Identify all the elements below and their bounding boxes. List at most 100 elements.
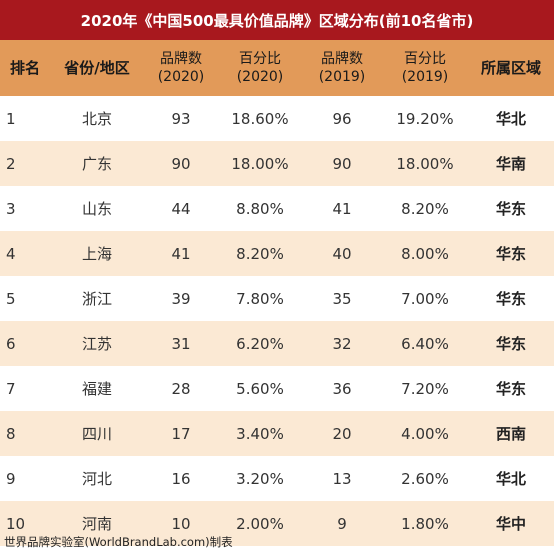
cell-percent-2019: 19.20%: [396, 109, 454, 128]
cell-rank: 1: [6, 109, 16, 128]
cell-province: 上海: [81, 245, 112, 263]
cell-percent-2020: 3.20%: [236, 469, 284, 488]
cell-percent-2020: 18.60%: [231, 109, 289, 128]
cell-province: 四川: [81, 425, 112, 443]
header-label: 品牌数: [321, 51, 363, 67]
cell-brands-2019: 36: [332, 379, 352, 398]
cell-province: 河北: [81, 470, 112, 488]
cell-region: 华北: [495, 110, 526, 128]
cell-percent-2020: 8.80%: [236, 199, 284, 218]
cell-rank: 2: [6, 154, 16, 173]
cell-percent-2020: 5.60%: [236, 379, 284, 398]
cell-province: 山东: [81, 200, 112, 218]
header-label: 百分比: [239, 51, 281, 67]
table-row: 5 浙江 39 7.80% 35 7.00% 华东: [0, 276, 554, 321]
cell-percent-2020: 18.00%: [231, 154, 289, 173]
cell-brands-2020: 39: [171, 289, 191, 308]
cell-brands-2020: 41: [171, 244, 191, 263]
header-brands-2019: 品牌数 (2019): [302, 40, 382, 96]
cell-rank: 6: [6, 334, 16, 353]
cell-region: 华东: [495, 200, 526, 218]
cell-brands-2020: 17: [171, 424, 191, 443]
cell-brands-2019: 90: [332, 154, 352, 173]
cell-percent-2020: 8.20%: [236, 244, 284, 263]
cell-region: 华东: [495, 380, 526, 398]
cell-rank: 10: [6, 514, 26, 533]
cell-rank: 3: [6, 199, 16, 218]
source-footer: 世界品牌实验室(WorldBrandLab.com)制表: [4, 535, 233, 549]
header-label: 省份/地区: [64, 59, 130, 77]
cell-province: 福建: [81, 380, 112, 398]
cell-brands-2019: 13: [332, 469, 352, 488]
cell-region: 华东: [495, 290, 526, 308]
cell-brands-2019: 40: [332, 244, 352, 263]
cell-rank: 8: [6, 424, 16, 443]
header-label: 所属区域: [480, 59, 541, 77]
cell-percent-2019: 7.00%: [401, 289, 449, 308]
table-row: 2 广东 90 18.00% 90 18.00% 华南: [0, 141, 554, 186]
cell-percent-2019: 1.80%: [401, 514, 449, 533]
cell-brands-2020: 16: [171, 469, 191, 488]
cell-region: 华东: [495, 335, 526, 353]
header-label: 排名: [9, 59, 40, 77]
cell-brands-2019: 35: [332, 289, 352, 308]
cell-percent-2020: 2.00%: [236, 514, 284, 533]
cell-brands-2019: 32: [332, 334, 352, 353]
table-row: 1 北京 93 18.60% 96 19.20% 华北: [0, 96, 554, 141]
table-title: 2020年《中国500最具价值品牌》区域分布(前10名省市): [0, 0, 554, 40]
header-year: (2019): [401, 69, 449, 85]
cell-brands-2019: 9: [337, 514, 347, 533]
cell-rank: 9: [6, 469, 16, 488]
cell-region: 华南: [495, 155, 526, 173]
cell-region: 西南: [495, 425, 526, 443]
cell-rank: 7: [6, 379, 16, 398]
table-row: 6 江苏 31 6.20% 32 6.40% 华东: [0, 321, 554, 366]
cell-percent-2020: 6.20%: [236, 334, 284, 353]
header-year: (2020): [157, 69, 205, 85]
header-label: 品牌数: [160, 51, 202, 67]
table-row: 8 四川 17 3.40% 20 4.00% 西南: [0, 411, 554, 456]
header-percent-2020: 百分比 (2020): [218, 40, 302, 96]
header-label: 百分比: [404, 51, 446, 67]
cell-province: 广东: [81, 155, 112, 173]
cell-percent-2019: 6.40%: [401, 334, 449, 353]
header-province: 省份/地区: [50, 40, 144, 96]
cell-rank: 5: [6, 289, 16, 308]
header-year: (2019): [318, 69, 366, 85]
cell-region: 华东: [495, 245, 526, 263]
cell-province: 河南: [81, 515, 112, 533]
cell-percent-2020: 7.80%: [236, 289, 284, 308]
cell-percent-2019: 7.20%: [401, 379, 449, 398]
header-year: (2020): [236, 69, 284, 85]
cell-percent-2019: 8.20%: [401, 199, 449, 218]
cell-brands-2020: 44: [171, 199, 191, 218]
cell-brands-2020: 28: [171, 379, 191, 398]
table-row: 10 河南 10 2.00% 9 1.80% 华中: [0, 501, 554, 546]
cell-province: 江苏: [81, 335, 112, 353]
header-rank: 排名: [0, 40, 50, 96]
table-header: 排名 省份/地区 品牌数 (2020) 百分比 (2020) 品牌数 (2019) 百分比 (20…: [0, 40, 554, 96]
cell-percent-2019: 2.60%: [401, 469, 449, 488]
cell-province: 北京: [81, 110, 112, 128]
cell-brands-2020: 90: [171, 154, 191, 173]
cell-percent-2020: 3.40%: [236, 424, 284, 443]
cell-percent-2019: 18.00%: [396, 154, 454, 173]
cell-brands-2020: 10: [171, 514, 191, 533]
cell-brands-2020: 93: [171, 109, 191, 128]
cell-brands-2019: 41: [332, 199, 352, 218]
cell-brands-2019: 20: [332, 424, 352, 443]
cell-rank: 4: [6, 244, 16, 263]
table-row: 4 上海 41 8.20% 40 8.00% 华东: [0, 231, 554, 276]
table-row: 3 山东 44 8.80% 41 8.20% 华东: [0, 186, 554, 231]
cell-province: 浙江: [81, 290, 112, 308]
table-row: 9 河北 16 3.20% 13 2.60% 华北: [0, 456, 554, 501]
table-row: 7 福建 28 5.60% 36 7.20% 华东: [0, 366, 554, 411]
cell-region: 华中: [495, 515, 526, 533]
cell-percent-2019: 8.00%: [401, 244, 449, 263]
header-percent-2019: 百分比 (2019): [382, 40, 468, 96]
cell-brands-2020: 31: [171, 334, 191, 353]
cell-brands-2019: 96: [332, 109, 352, 128]
header-region: 所属区域: [468, 40, 554, 96]
cell-percent-2019: 4.00%: [401, 424, 449, 443]
header-brands-2020: 品牌数 (2020): [144, 40, 218, 96]
